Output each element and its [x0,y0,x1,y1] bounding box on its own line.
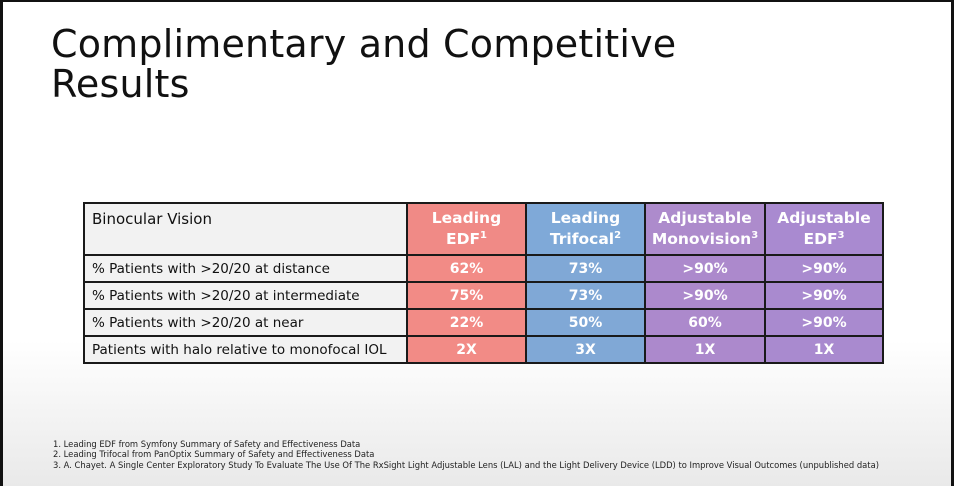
table-cell: 50% [525,308,646,337]
table-cell: >90% [764,308,884,337]
table-cell: 3X [525,335,646,364]
table-cell: >90% [644,254,766,283]
table-cell: 2X [406,335,527,364]
slide-title-line1: Complimentary and Competitive [51,22,677,66]
column-header-leading-trifocal: Leading Trifocal2 [525,202,646,256]
table-row: Patients with halo relative to monofocal… [83,335,884,364]
slide-title: Complimentary and Competitive Results [51,24,676,104]
table-cell: 73% [525,254,646,283]
row-label: % Patients with >20/20 at near [83,308,408,337]
column-header-adjustable-monovision: Adjustable Monovision3 [644,202,766,256]
row-label: Patients with halo relative to monofocal… [83,335,408,364]
table-cell: 60% [644,308,766,337]
footnote: 2. Leading Trifocal from PanOptix Summar… [53,449,375,460]
table-cell: >90% [764,281,884,310]
table-row: % Patients with >20/20 at near 22% 50% 6… [83,308,884,337]
table-cell: >90% [644,281,766,310]
column-header-leading-edf: Leading EDF1 [406,202,527,256]
comparison-table: Binocular Vision Leading EDF1 Leading Tr… [83,202,884,364]
table-corner-label: Binocular Vision [83,202,408,256]
column-header-adjustable-edf: Adjustable EDF3 [764,202,884,256]
footnotes: 1. Leading EDF from Symfony Summary of S… [53,439,923,470]
table-row: % Patients with >20/20 at intermediate 7… [83,281,884,310]
table-header-row: Binocular Vision Leading EDF1 Leading Tr… [83,202,884,256]
table-cell: 62% [406,254,527,283]
footnote: 3. A. Chayet. A Single Center Explorator… [53,459,879,470]
table-row: % Patients with >20/20 at distance 62% 7… [83,254,884,283]
table-cell: >90% [764,254,884,283]
table-cell: 73% [525,281,646,310]
slide-title-line2: Results [51,62,190,106]
table-cell: 22% [406,308,527,337]
row-label: % Patients with >20/20 at intermediate [83,281,408,310]
table-cell: 75% [406,281,527,310]
table-cell: 1X [644,335,766,364]
table-cell: 1X [764,335,884,364]
footnote: 1. Leading EDF from Symfony Summary of S… [53,439,361,449]
row-label: % Patients with >20/20 at distance [83,254,408,283]
